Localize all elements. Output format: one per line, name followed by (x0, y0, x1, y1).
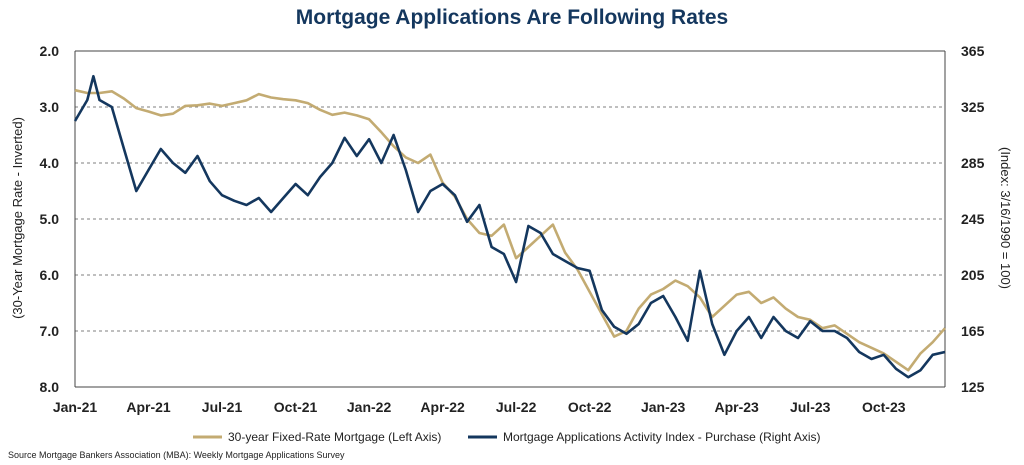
series-line-mortgage-rate (74, 88, 946, 372)
right-tick-label: 125 (961, 379, 985, 395)
x-tick-label: Jul-21 (202, 399, 243, 415)
x-tick-label: Jan-23 (641, 399, 686, 415)
right-tick-label: 205 (961, 267, 985, 283)
x-tick-label: Jan-21 (53, 399, 98, 415)
left-axis-title: (30-Year Mortgage Rate - Inverted) (10, 117, 25, 319)
legend: 30-year Fixed-Rate Mortgage (Left Axis) … (193, 430, 820, 444)
x-tick-label: Oct-21 (274, 399, 318, 415)
x-tick-label: Oct-22 (568, 399, 612, 415)
left-tick-label: 6.0 (40, 267, 60, 283)
x-tick-label: Jan-22 (347, 399, 392, 415)
left-tick-label: 3.0 (40, 99, 60, 115)
source-note: Source Mortgage Bankers Association (MBA… (8, 450, 345, 460)
left-tick-label: 5.0 (40, 211, 60, 227)
right-tick-label: 245 (961, 211, 985, 227)
left-tick-label: 4.0 (40, 155, 60, 171)
right-tick-label: 285 (961, 155, 985, 171)
x-tick-label: Apr-21 (126, 399, 171, 415)
axis-ticks: 2.0 3.0 4.0 5.0 6.0 7.0 8.0 125 165 205 245 285 325 3… (40, 43, 985, 415)
left-tick-label: 7.0 (40, 323, 60, 339)
right-tick-label: 325 (961, 99, 985, 115)
grid-lines (74, 50, 946, 388)
legend-label-rate: 30-year Fixed-Rate Mortgage (Left Axis) (228, 430, 441, 444)
left-tick-label: 2.0 (40, 43, 60, 59)
left-tick-label: 8.0 (40, 379, 60, 395)
x-tick-label: Jul-23 (790, 399, 831, 415)
right-tick-label: 365 (961, 43, 985, 59)
chart-title: Mortgage Applications Are Following Rate… (295, 6, 729, 29)
series-line-applications-index (73, 74, 946, 379)
x-tick-label: Apr-22 (420, 399, 465, 415)
right-tick-label: 165 (961, 323, 985, 339)
legend-label-applications: Mortgage Applications Activity Index - P… (503, 430, 820, 444)
x-tick-label: Jul-22 (496, 399, 537, 415)
right-axis-title: (Index: 3/16/1990 = 100) (998, 147, 1013, 289)
series-lines (73, 74, 946, 379)
x-tick-label: Apr-23 (715, 399, 760, 415)
x-tick-label: Oct-23 (862, 399, 906, 415)
